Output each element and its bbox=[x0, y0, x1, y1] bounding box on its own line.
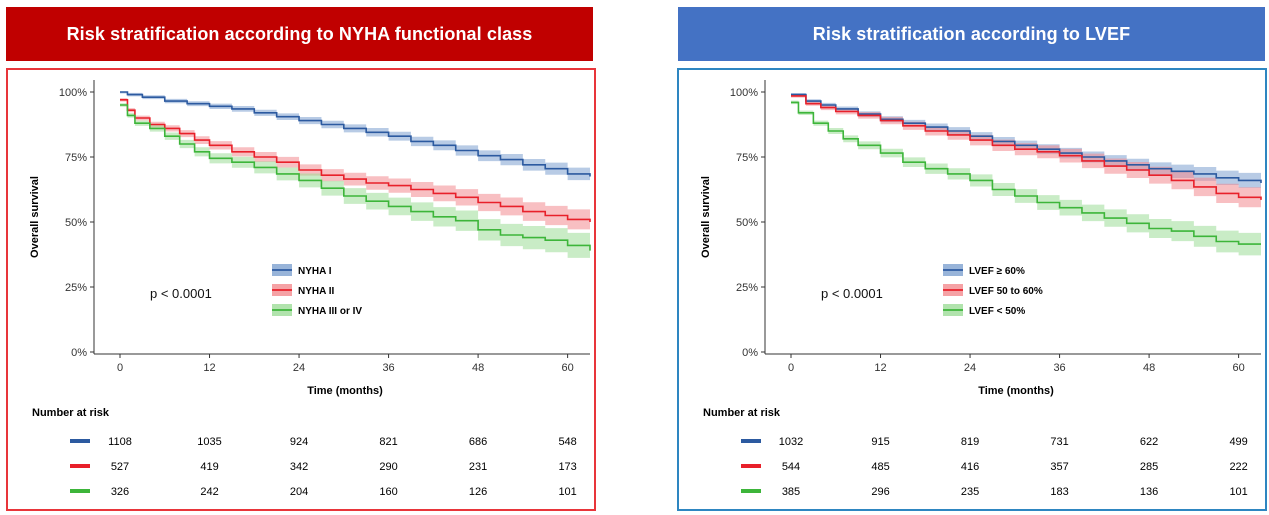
risk-cell: 416 bbox=[961, 461, 979, 473]
x-tick-label: 24 bbox=[964, 362, 976, 374]
risk-cell: 101 bbox=[558, 486, 576, 498]
risk-cell: 419 bbox=[200, 461, 218, 473]
risk-cell: 915 bbox=[871, 436, 889, 448]
p-value-annotation: p < 0.0001 bbox=[821, 286, 883, 301]
y-tick-label: 0% bbox=[71, 347, 87, 359]
p-value-annotation: p < 0.0001 bbox=[150, 286, 212, 301]
x-tick-label: 12 bbox=[203, 362, 215, 374]
y-tick-label: 0% bbox=[742, 347, 758, 359]
ci-band-series-3 bbox=[120, 103, 590, 264]
risk-cell: 160 bbox=[379, 486, 397, 498]
risk-cell: 204 bbox=[290, 486, 308, 498]
x-tick-label: 36 bbox=[382, 362, 394, 374]
risk-table-title: Number at risk bbox=[703, 407, 781, 419]
x-tick-label: 12 bbox=[874, 362, 886, 374]
risk-cell: 544 bbox=[782, 461, 800, 473]
risk-cell: 1035 bbox=[197, 436, 221, 448]
risk-table-title: Number at risk bbox=[32, 407, 110, 419]
risk-cell: 296 bbox=[871, 486, 889, 498]
risk-cell: 548 bbox=[558, 436, 576, 448]
x-tick-label: 60 bbox=[561, 362, 573, 374]
banner-lvef-title: Risk stratification according to LVEF bbox=[678, 7, 1265, 61]
risk-cell: 183 bbox=[1050, 486, 1068, 498]
risk-cell: 622 bbox=[1140, 436, 1158, 448]
km-chart-lvef: 0% 25% 50% 75% 100% 0 12 24 36 48 60 Time (months) O… bbox=[700, 80, 1262, 498]
y-tick-label: 100% bbox=[730, 87, 758, 99]
x-tick-label: 36 bbox=[1053, 362, 1065, 374]
panel-nyha: 0% 25% 50% 75% 100% 0 12 24 36 48 60 Time (months) O… bbox=[6, 68, 596, 511]
risk-cell: 342 bbox=[290, 461, 308, 473]
survival-line-series-2 bbox=[791, 95, 1262, 200]
risk-cell: 485 bbox=[871, 461, 889, 473]
legend-label-1: LVEF ≥ 60% bbox=[969, 266, 1025, 277]
risk-cell: 285 bbox=[1140, 461, 1158, 473]
y-tick-label: 25% bbox=[736, 282, 758, 294]
risk-cell: 1108 bbox=[108, 436, 132, 448]
x-tick-label: 48 bbox=[1143, 362, 1155, 374]
survival-line-series-3 bbox=[120, 104, 591, 251]
x-axis-title: Time (months) bbox=[978, 385, 1054, 397]
panel-lvef: 0% 25% 50% 75% 100% 0 12 24 36 48 60 Time (months) O… bbox=[677, 68, 1267, 511]
legend-label-3: NYHA III or IV bbox=[298, 306, 362, 317]
y-tick-label: 50% bbox=[65, 217, 87, 229]
y-tick-label: 75% bbox=[736, 152, 758, 164]
y-tick-label: 50% bbox=[736, 217, 758, 229]
legend-label-1: NYHA I bbox=[298, 266, 332, 277]
risk-cell: 235 bbox=[961, 486, 979, 498]
x-tick-label: 60 bbox=[1232, 362, 1244, 374]
risk-cell: 101 bbox=[1229, 486, 1247, 498]
risk-cell: 819 bbox=[961, 436, 979, 448]
risk-cell: 222 bbox=[1229, 461, 1247, 473]
legend-label-2: LVEF 50 to 60% bbox=[969, 286, 1043, 297]
legend-label-2: NYHA II bbox=[298, 286, 335, 297]
y-tick-label: 75% bbox=[65, 152, 87, 164]
x-tick-label: 0 bbox=[788, 362, 794, 374]
banner-nyha-title: Risk stratification according to NYHA fu… bbox=[6, 7, 593, 61]
x-tick-label: 48 bbox=[472, 362, 484, 374]
ci-band-series-1 bbox=[120, 92, 590, 183]
survival-line-series-3 bbox=[791, 101, 1261, 245]
x-tick-label: 24 bbox=[293, 362, 305, 374]
x-tick-label: 0 bbox=[117, 362, 123, 374]
risk-cell: 686 bbox=[469, 436, 487, 448]
risk-cell: 527 bbox=[111, 461, 129, 473]
y-tick-label: 100% bbox=[59, 87, 87, 99]
risk-cell: 499 bbox=[1229, 436, 1247, 448]
ci-band-series-2 bbox=[120, 98, 590, 233]
km-chart-nyha: 0% 25% 50% 75% 100% 0 12 24 36 48 60 Time (months) O… bbox=[29, 80, 591, 498]
x-axis-title: Time (months) bbox=[307, 385, 383, 397]
risk-cell: 821 bbox=[379, 436, 397, 448]
legend-label-3: LVEF < 50% bbox=[969, 306, 1025, 317]
risk-cell: 126 bbox=[469, 486, 487, 498]
risk-cell: 1032 bbox=[779, 436, 803, 448]
risk-cell: 924 bbox=[290, 436, 308, 448]
y-axis-title: Overall survival bbox=[29, 176, 41, 258]
risk-cell: 173 bbox=[558, 461, 576, 473]
y-tick-label: 25% bbox=[65, 282, 87, 294]
risk-cell: 136 bbox=[1140, 486, 1158, 498]
risk-cell: 731 bbox=[1050, 436, 1068, 448]
risk-cell: 385 bbox=[782, 486, 800, 498]
ci-band-series-3 bbox=[791, 100, 1261, 256]
survival-line-series-1 bbox=[120, 91, 591, 177]
y-axis-title: Overall survival bbox=[700, 176, 712, 258]
risk-cell: 231 bbox=[469, 461, 487, 473]
risk-cell: 326 bbox=[111, 486, 129, 498]
risk-cell: 357 bbox=[1050, 461, 1068, 473]
risk-cell: 242 bbox=[200, 486, 218, 498]
risk-cell: 290 bbox=[379, 461, 397, 473]
